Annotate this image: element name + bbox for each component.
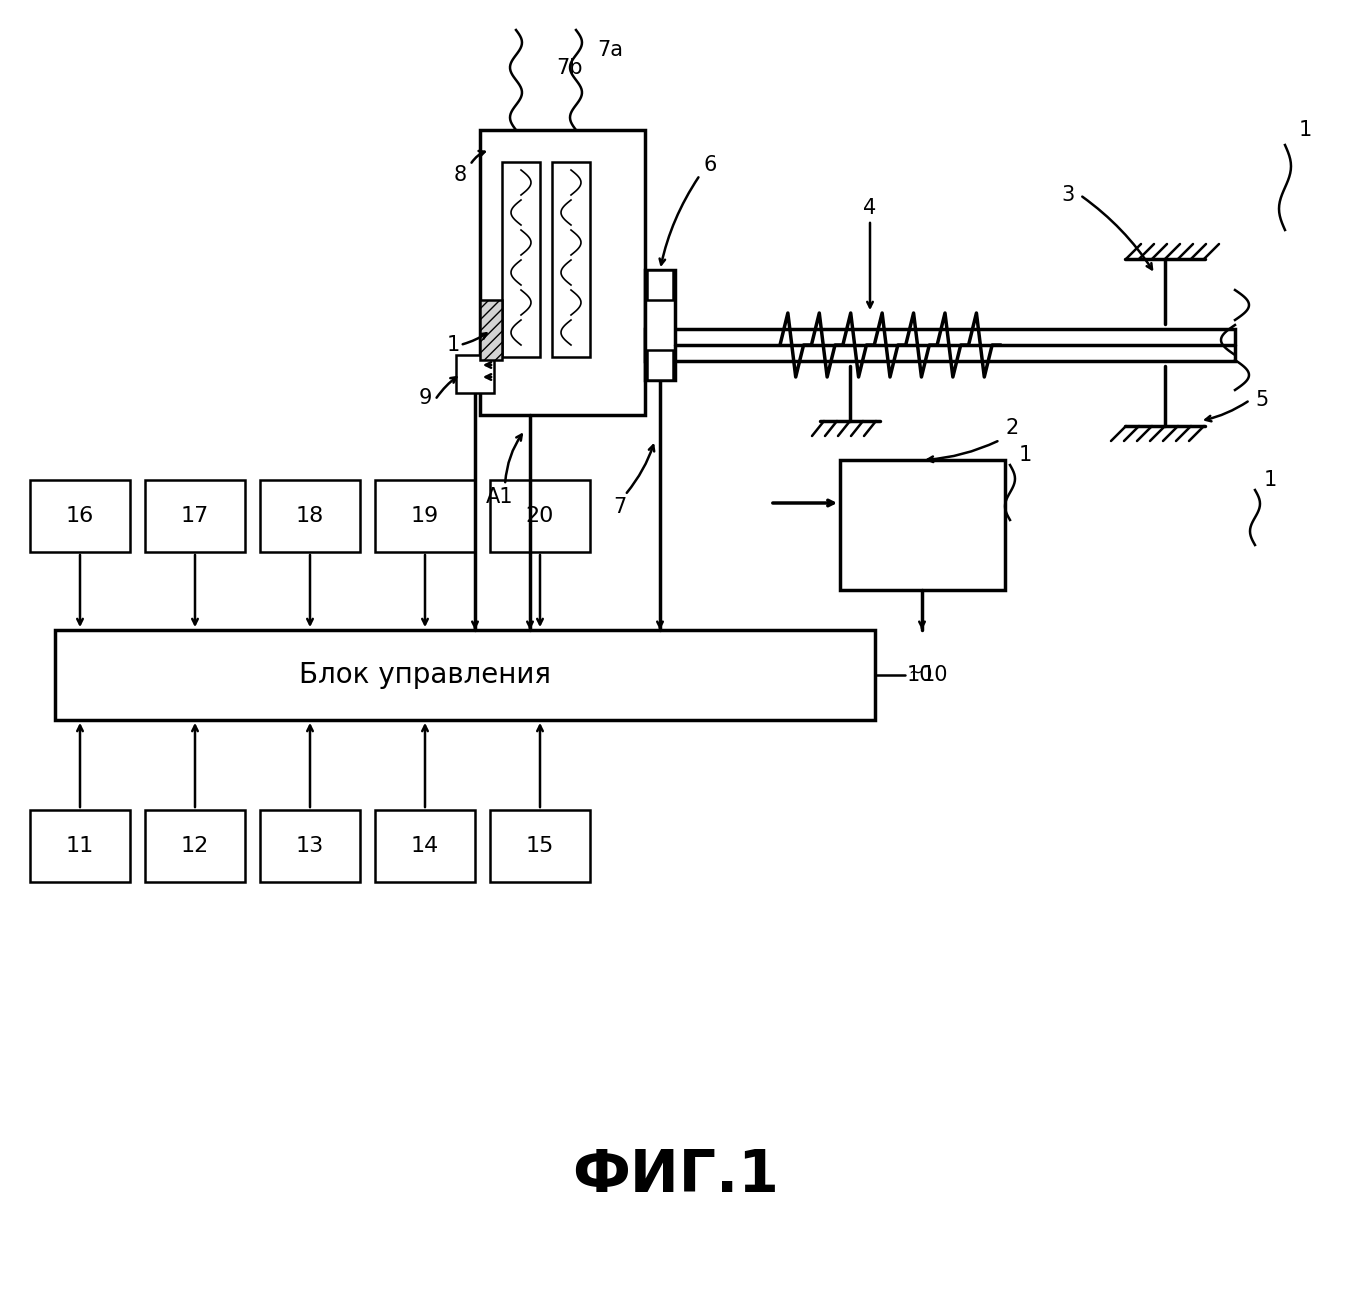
Text: Блок управления: Блок управления [299,661,552,689]
Bar [145,809,245,882]
Text: 15: 15 [526,837,554,856]
Text: ФИГ.1: ФИГ.1 [572,1146,780,1203]
Text: A1: A1 [487,487,514,507]
Text: 7: 7 [614,497,626,516]
Text: 6: 6 [703,155,717,176]
Text: 13: 13 [296,837,324,856]
Text: 3: 3 [1061,185,1075,205]
Text: 7a: 7a [598,40,623,59]
Bar [30,480,130,553]
Bar [648,270,673,300]
Text: 19: 19 [411,506,439,525]
Bar [30,809,130,882]
Text: 2: 2 [1006,418,1018,438]
Text: 5: 5 [1256,390,1268,411]
Text: 11: 11 [66,837,95,856]
Bar [480,300,502,360]
Bar [645,329,1234,361]
Text: 9: 9 [418,389,431,408]
Text: 20: 20 [526,506,554,525]
Text: 7b: 7b [557,58,583,77]
Text: 10: 10 [907,665,933,686]
Text: 17: 17 [181,506,210,525]
Bar [375,480,475,553]
Bar [480,130,645,414]
Bar [648,350,673,380]
Text: 14: 14 [411,837,439,856]
Text: 12: 12 [181,837,210,856]
Text: 1: 1 [1298,120,1311,139]
Text: ~: ~ [909,664,922,682]
Bar [552,161,589,358]
Bar [489,809,589,882]
Bar [645,270,675,380]
Bar [489,480,589,553]
Bar [502,161,539,358]
Text: 8: 8 [453,165,466,185]
Text: 18: 18 [296,506,324,525]
Bar [260,480,360,553]
Bar [145,480,245,553]
Text: 16: 16 [66,506,95,525]
Text: 10: 10 [922,665,948,686]
Text: 1: 1 [1263,470,1276,491]
Text: 1: 1 [446,334,460,355]
Bar [840,460,1005,590]
Text: 4: 4 [864,198,876,218]
Bar [456,355,493,392]
Bar [55,630,875,720]
Text: 1: 1 [1018,445,1032,465]
Bar [375,809,475,882]
Bar [260,809,360,882]
